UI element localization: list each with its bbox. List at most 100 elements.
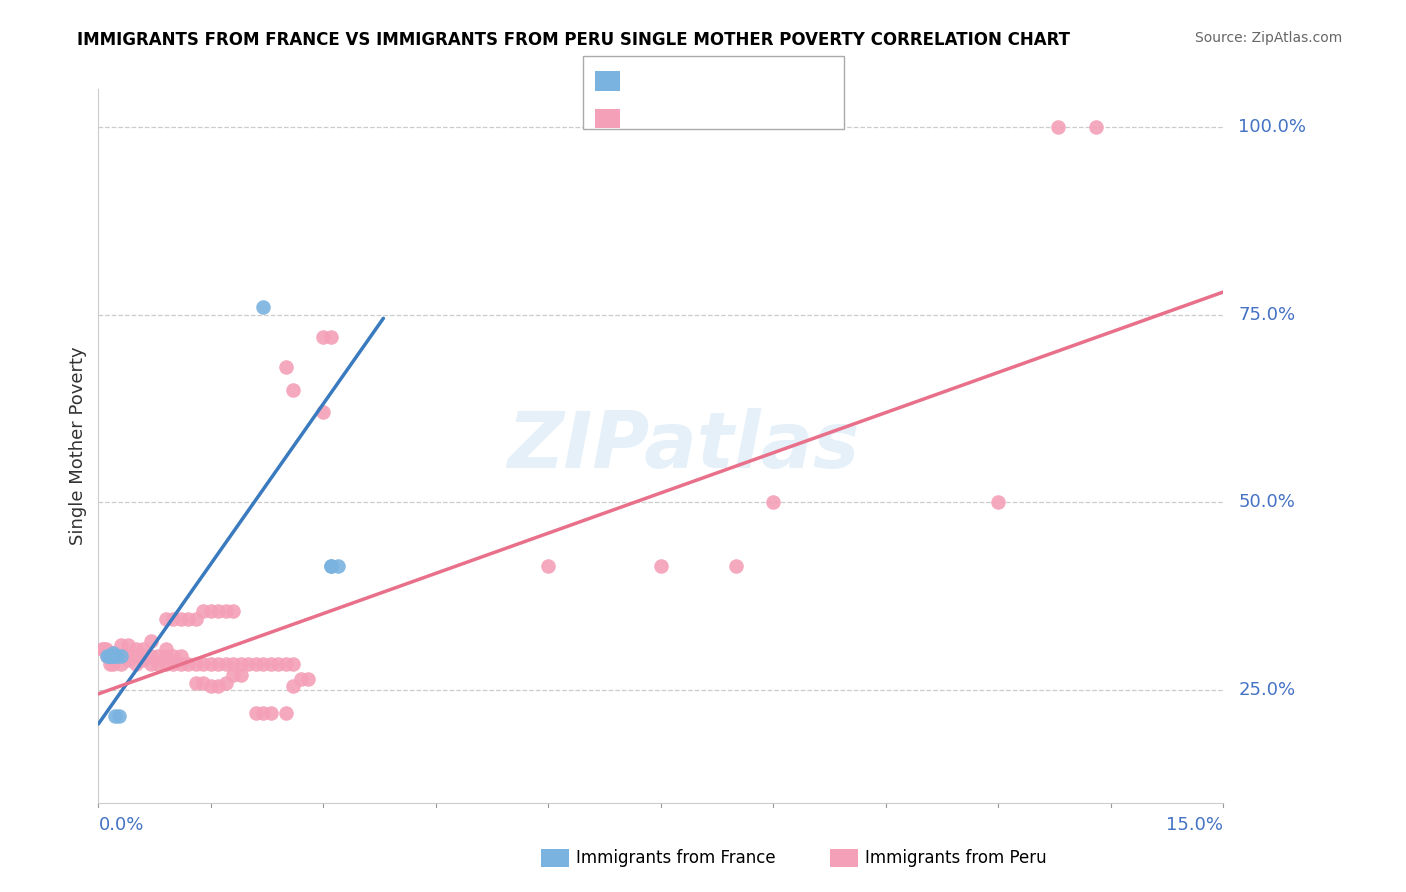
Point [200,679,222,693]
Point [170,612,193,626]
Point [93,641,115,656]
Text: R = 0.564: R = 0.564 [628,110,727,128]
Point [170,657,193,671]
Text: Immigrants from Peru: Immigrants from Peru [865,849,1046,867]
Point [117,649,139,664]
Point [238,657,260,671]
Point [132,649,155,664]
Text: IMMIGRANTS FROM FRANCE VS IMMIGRANTS FROM PERU SINGLE MOTHER POVERTY CORRELATION: IMMIGRANTS FROM FRANCE VS IMMIGRANTS FRO… [77,31,1070,49]
Point [148,649,170,664]
Point [97,649,120,664]
Point [105,649,128,664]
Text: 100.0%: 100.0% [1239,118,1306,136]
Point [162,612,184,626]
Point [283,383,305,397]
Point [177,657,200,671]
Point [274,360,297,375]
Point [222,604,245,618]
Text: N = 15: N = 15 [745,72,813,90]
Point [184,612,207,626]
Point [103,646,125,660]
Point [162,657,184,671]
Point [312,405,335,419]
Point [222,668,245,682]
Point [229,668,252,682]
Point [252,300,274,314]
Point [91,641,114,656]
Text: 25.0%: 25.0% [1239,681,1295,699]
Point [200,604,222,618]
Point [110,649,132,664]
Point [103,657,125,671]
Y-axis label: Single Mother Poverty: Single Mother Poverty [69,347,87,545]
Text: R = 0.630: R = 0.630 [628,72,727,90]
Text: 75.0%: 75.0% [1239,306,1295,324]
Text: 0.0%: 0.0% [98,816,143,834]
Point [319,559,342,574]
Point [252,706,274,720]
Point [105,649,128,664]
Point [215,657,238,671]
Point [121,649,143,664]
Point [650,559,672,574]
Point [184,657,207,671]
Point [100,649,122,664]
Point [319,559,342,574]
Point [312,330,335,344]
Point [207,604,229,618]
Point [762,495,785,509]
Point [98,657,121,671]
Point [207,657,229,671]
Point [94,641,117,656]
Point [215,675,238,690]
Point [274,657,297,671]
Point [139,657,162,671]
Point [267,657,290,671]
Point [193,675,215,690]
Point [98,646,121,660]
Point [987,495,1010,509]
Point [177,612,200,626]
Text: 15.0%: 15.0% [1166,816,1223,834]
Point [222,657,245,671]
Point [104,649,127,664]
Point [319,330,342,344]
Point [245,657,267,671]
Point [103,649,125,664]
Point [125,649,148,664]
Point [184,675,207,690]
Point [207,679,229,693]
Text: 50.0%: 50.0% [1239,493,1295,511]
Point [215,604,238,618]
Text: Immigrants from France: Immigrants from France [576,849,776,867]
Point [245,706,267,720]
Point [132,641,155,656]
Point [148,657,170,671]
Point [96,649,118,664]
Point [274,706,297,720]
Point [110,657,132,671]
Point [155,657,177,671]
Point [193,604,215,618]
Point [104,709,127,723]
Point [114,649,136,664]
Point [139,634,162,648]
Point [139,649,162,664]
Point [283,657,305,671]
Text: ZIPatlas: ZIPatlas [508,408,859,484]
Point [101,649,124,664]
Point [155,612,177,626]
Point [117,653,139,667]
Point [170,649,193,664]
Point [110,649,132,664]
Point [260,657,283,671]
Point [103,646,125,660]
Point [260,706,283,720]
Text: Source: ZipAtlas.com: Source: ZipAtlas.com [1195,31,1343,45]
Point [290,672,312,686]
Point [537,559,560,574]
Point [162,649,184,664]
Point [1047,120,1070,134]
Point [101,649,124,664]
Point [125,641,148,656]
